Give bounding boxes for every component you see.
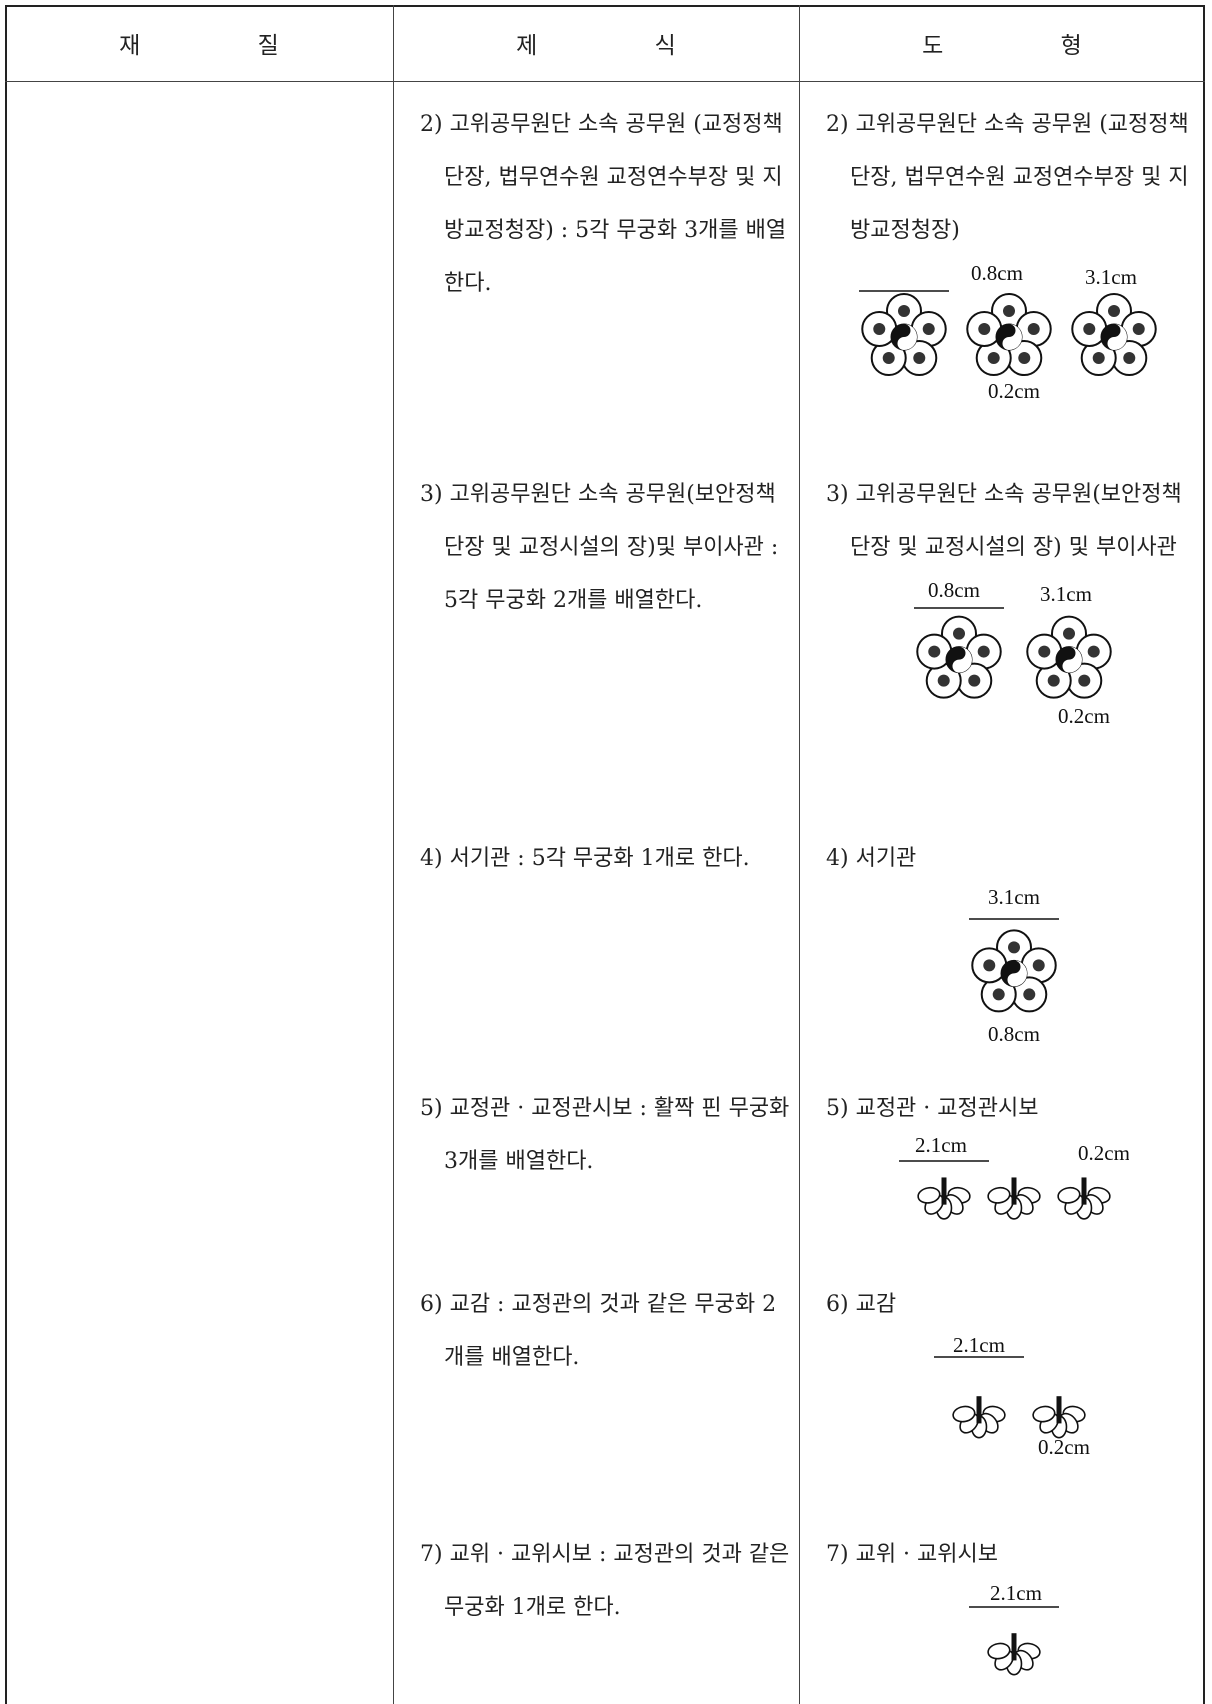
petal-center — [1007, 941, 1020, 954]
petal-center — [1077, 674, 1090, 687]
dimension-label: 0.2cm — [1038, 1435, 1090, 1457]
style-description: 3) 고위공무원단 소속 공무원(보안정책단장 및 교정시설의 장)및 부이사관… — [420, 482, 779, 613]
header-divider — [5, 81, 1205, 82]
column-divider — [799, 5, 800, 1704]
petal-center — [1087, 645, 1100, 658]
petal-center — [872, 322, 885, 335]
petal-center — [967, 674, 980, 687]
insignia-figure: 3.1cm 0.8cm — [968, 885, 1059, 1046]
petal-center — [982, 959, 995, 972]
dimension-label: 0.2cm — [988, 379, 1040, 403]
petal-center — [1032, 959, 1045, 972]
table-frame — [5, 5, 1205, 1704]
petal-center — [912, 352, 925, 365]
insignia-figure: 2.1cm — [968, 1581, 1059, 1676]
insignia-figure: 0.8cm 3.1cm 0.2cm — [858, 261, 1157, 403]
taegeuk — [897, 324, 917, 350]
taegeuk — [1002, 324, 1022, 350]
petal — [1056, 1186, 1081, 1204]
petal-center — [987, 352, 1000, 365]
style-description: 2) 고위공무원단 소속 공무원 (교정정책단장, 법무연수원 교정연수부장 및… — [420, 112, 787, 296]
petal-center — [1017, 352, 1030, 365]
taegeuk — [1007, 960, 1027, 987]
petal — [986, 1642, 1011, 1660]
petal-center — [1122, 352, 1135, 365]
dimension-label: 0.8cm — [928, 578, 980, 602]
style-description: 4) 서기관 : 5각 무궁화 1개로 한다. — [420, 846, 750, 871]
petal-center — [992, 988, 1005, 1001]
petal-center — [937, 674, 950, 687]
header-cell: 도 형 — [922, 33, 1082, 59]
petal-center — [1082, 322, 1095, 335]
figure-cell: 5) 교정관 · 교정관시보 2.1cm 0.2cm — [826, 1082, 1201, 1226]
figure-cell: 6) 교감 2.1cm 0.2cm — [826, 1278, 1201, 1457]
dimension-label: 3.1cm — [1085, 265, 1137, 289]
dimension-label: 0.8cm — [971, 261, 1023, 285]
insignia-figure: 2.1cm 0.2cm — [898, 1133, 1129, 1220]
petal-center — [977, 645, 990, 658]
petal-center — [1047, 674, 1060, 687]
figure-title: 6) 교감 — [826, 1292, 897, 1317]
dimension-label: 0.2cm — [1058, 704, 1110, 728]
petal-center — [1107, 305, 1120, 317]
dimension-label: 0.2cm — [1078, 1141, 1129, 1165]
figure-title: 7) 교위 · 교위시보 — [826, 1542, 998, 1567]
petal-center — [1037, 645, 1050, 658]
column-divider — [393, 5, 394, 1704]
figure-cell: 3) 고위공무원단 소속 공무원(보안정책단장 및 교정시설의 장) 및 부이사… — [826, 468, 1201, 730]
petal-center — [952, 627, 965, 640]
figure-cell: 2) 고위공무원단 소속 공무원 (교정정책단장, 법무연수원 교정연수부장 및… — [826, 98, 1201, 403]
petal-center — [977, 322, 990, 335]
dimension-label: 3.1cm — [1040, 582, 1092, 606]
figure-title: 3) 고위공무원단 소속 공무원(보안정책단장 및 교정시설의 장) 및 부이사… — [826, 482, 1182, 560]
petal-center — [1092, 352, 1105, 365]
petal — [1031, 1405, 1056, 1423]
style-description: 6) 교감 : 교정관의 것과 같은 무궁화 2개를 배열한다. — [420, 1292, 777, 1370]
dimension-label: 2.1cm — [953, 1333, 1005, 1357]
petal-center — [922, 322, 935, 335]
taegeuk — [1107, 324, 1127, 350]
petal-center — [1022, 988, 1035, 1001]
insignia-figure: 0.8cm 3.1cm 0.2cm — [913, 578, 1112, 728]
style-description: 5) 교정관 · 교정관시보 : 활짝 핀 무궁화 3개를 배열한다. — [420, 1096, 790, 1174]
petal-center — [1132, 322, 1145, 335]
figure-cell: 7) 교위 · 교위시보 2.1cm — [826, 1528, 1201, 1687]
petal — [986, 1186, 1011, 1204]
taegeuk — [1062, 646, 1082, 673]
dimension-label: 2.1cm — [915, 1133, 967, 1157]
petal-center — [927, 645, 940, 658]
petal-center — [897, 305, 910, 317]
figure-cell: 4) 서기관 3.1cm 0.8cm — [826, 832, 1201, 1046]
petal — [951, 1405, 976, 1423]
header-cell: 제 식 — [516, 33, 676, 59]
petal-center — [1002, 305, 1015, 317]
figure-title: 4) 서기관 — [826, 846, 917, 871]
petal-center — [1027, 322, 1040, 335]
header-cell: 재 질 — [119, 33, 279, 59]
petal-center — [1062, 627, 1075, 640]
dimension-label: 0.8cm — [988, 1022, 1040, 1046]
figure-title: 5) 교정관 · 교정관시보 — [826, 1096, 1039, 1121]
taegeuk — [952, 646, 972, 673]
petal-center — [882, 352, 895, 365]
style-description: 7) 교위 · 교위시보 : 교정관의 것과 같은 무궁화 1개로 한다. — [420, 1542, 790, 1620]
dimension-label: 2.1cm — [990, 1581, 1042, 1605]
insignia-figure: 2.1cm 0.2cm — [933, 1333, 1090, 1457]
dimension-label: 3.1cm — [988, 885, 1040, 909]
petal — [916, 1186, 941, 1204]
figure-title: 2) 고위공무원단 소속 공무원 (교정정책단장, 법무연수원 교정연수부장 및… — [826, 112, 1189, 243]
